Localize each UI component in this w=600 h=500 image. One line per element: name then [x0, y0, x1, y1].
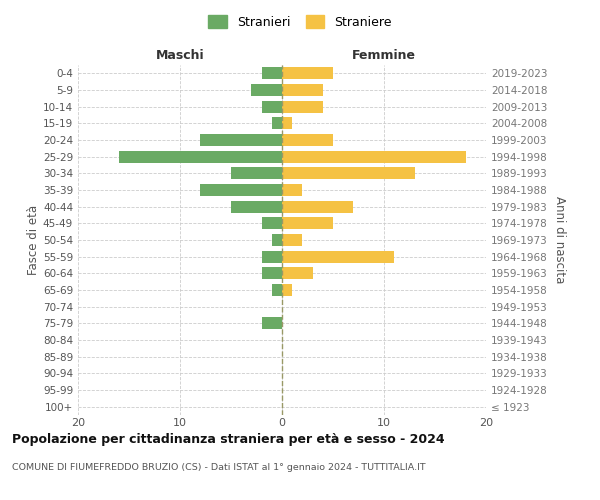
Bar	[119, 150, 282, 162]
Text: Popolazione per cittadinanza straniera per età e sesso - 2024: Popolazione per cittadinanza straniera p…	[12, 432, 445, 446]
Bar	[282, 84, 323, 96]
Bar	[262, 68, 282, 80]
Bar	[262, 268, 282, 280]
Bar	[282, 118, 292, 130]
Text: COMUNE DI FIUMEFREDDO BRUZIO (CS) - Dati ISTAT al 1° gennaio 2024 - TUTTITALIA.I: COMUNE DI FIUMEFREDDO BRUZIO (CS) - Dati…	[12, 462, 425, 471]
Bar	[262, 250, 282, 262]
Bar	[282, 218, 333, 230]
Bar	[262, 218, 282, 230]
Y-axis label: Fasce di età: Fasce di età	[27, 205, 40, 275]
Bar	[282, 284, 292, 296]
Bar	[231, 200, 282, 212]
Bar	[282, 134, 333, 146]
Bar	[272, 284, 282, 296]
Text: Maschi: Maschi	[155, 48, 205, 62]
Bar	[262, 318, 282, 330]
Bar	[282, 100, 323, 112]
Y-axis label: Anni di nascita: Anni di nascita	[553, 196, 566, 284]
Bar	[282, 250, 394, 262]
Legend: Stranieri, Straniere: Stranieri, Straniere	[205, 11, 395, 32]
Bar	[282, 68, 333, 80]
Bar	[251, 84, 282, 96]
Bar	[231, 168, 282, 179]
Bar	[200, 184, 282, 196]
Bar	[282, 150, 466, 162]
Bar	[282, 168, 415, 179]
Text: Femmine: Femmine	[352, 48, 416, 62]
Bar	[282, 268, 313, 280]
Bar	[282, 200, 353, 212]
Bar	[282, 234, 302, 246]
Bar	[272, 118, 282, 130]
Bar	[272, 234, 282, 246]
Bar	[200, 134, 282, 146]
Bar	[262, 100, 282, 112]
Bar	[282, 184, 302, 196]
